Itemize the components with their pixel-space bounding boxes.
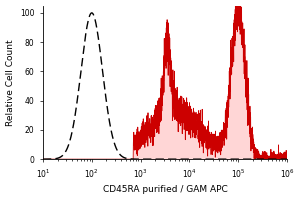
Y-axis label: Relative Cell Count: Relative Cell Count bbox=[6, 39, 15, 126]
X-axis label: CD45RA purified / GAM APC: CD45RA purified / GAM APC bbox=[103, 185, 227, 194]
